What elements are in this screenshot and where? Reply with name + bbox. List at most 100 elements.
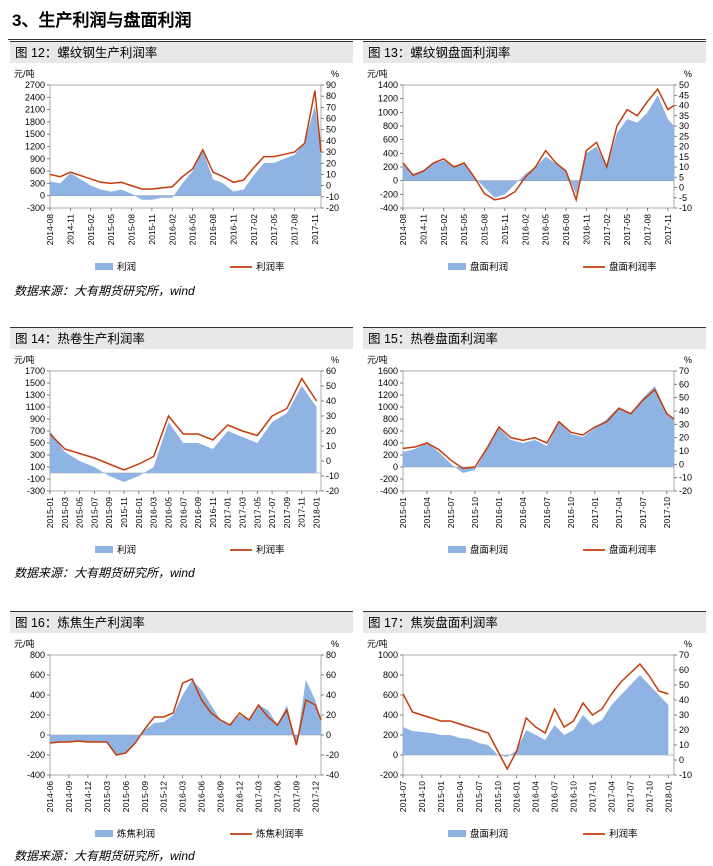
chart-title: 图 13：螺纹钢盘面利润率 bbox=[363, 41, 706, 63]
left-tick-label: 300 bbox=[30, 450, 45, 460]
chart-title: 图 14：热卷生产利润率 bbox=[10, 327, 353, 349]
right-tick-label: 30 bbox=[679, 710, 689, 720]
x-tick-label: 2016-01 bbox=[512, 781, 522, 812]
right-tick-label: 10 bbox=[679, 446, 689, 456]
x-tick-label: 2016-03 bbox=[149, 497, 159, 528]
left-tick-label: 1400 bbox=[378, 80, 398, 90]
right-axis-unit: % bbox=[684, 639, 692, 649]
x-tick-label: 2017-05 bbox=[622, 214, 632, 245]
right-tick-label: 50 bbox=[679, 393, 689, 403]
right-tick-label: 70 bbox=[326, 102, 336, 112]
x-tick-label: 2016-04 bbox=[518, 497, 528, 528]
x-tick-label: 2016-08 bbox=[561, 214, 571, 245]
x-tick-label: 2017-03 bbox=[253, 781, 263, 812]
left-tick-label: 800 bbox=[383, 670, 398, 680]
series-line-margin bbox=[402, 388, 675, 470]
left-tick-label: 1500 bbox=[25, 129, 45, 139]
right-tick-label: 80 bbox=[326, 650, 336, 660]
x-tick-label: 2017-11 bbox=[663, 214, 673, 245]
x-tick-label: 2014-10 bbox=[417, 781, 427, 812]
right-tick-label: 0 bbox=[326, 181, 331, 191]
right-tick-label: 10 bbox=[679, 162, 689, 172]
left-tick-label: -300 bbox=[27, 203, 45, 213]
x-tick-label: 2016-09 bbox=[216, 781, 226, 812]
right-tick-label: 70 bbox=[679, 650, 689, 660]
right-tick-label: -20 bbox=[679, 486, 692, 496]
x-tick-label: 2015-07 bbox=[89, 497, 99, 528]
left-tick-label: 2400 bbox=[25, 92, 45, 102]
right-axis-unit: % bbox=[684, 355, 692, 365]
x-tick-label: 2016-10 bbox=[569, 781, 579, 812]
right-axis-unit: % bbox=[331, 639, 339, 649]
right-tick-label: 30 bbox=[326, 147, 336, 157]
x-tick-label: 2016-07 bbox=[550, 781, 560, 812]
x-tick-label: 2017-05 bbox=[252, 497, 262, 528]
section-title: 3、生产利润与盘面利润 bbox=[12, 11, 192, 30]
left-tick-label: 1100 bbox=[26, 402, 45, 412]
data-source-text: 数据来源：大有期货研究所，wind bbox=[14, 566, 195, 580]
left-tick-label: 500 bbox=[30, 438, 45, 448]
right-tick-label: -20 bbox=[326, 203, 339, 213]
right-tick-label: -10 bbox=[679, 473, 692, 483]
left-axis-unit: 元/吨 bbox=[367, 638, 388, 649]
series-area-profit bbox=[403, 675, 669, 757]
right-tick-label: 0 bbox=[679, 459, 684, 469]
left-tick-label: 600 bbox=[383, 690, 398, 700]
x-tick-label: 2016-07 bbox=[178, 497, 188, 528]
x-tick-label: 2015-02 bbox=[439, 214, 449, 245]
left-tick-label: 1800 bbox=[25, 117, 45, 127]
legend-swatch-area bbox=[448, 263, 466, 270]
right-tick-label: 0 bbox=[326, 730, 331, 740]
right-tick-label: -10 bbox=[326, 192, 339, 202]
right-tick-label: 0 bbox=[326, 456, 331, 466]
right-tick-label: 0 bbox=[679, 183, 684, 193]
left-tick-label: 1500 bbox=[25, 378, 45, 388]
left-axis-unit: 元/吨 bbox=[367, 68, 388, 79]
legend-swatch-area bbox=[95, 546, 113, 553]
x-tick-label: 2017-04 bbox=[606, 781, 616, 812]
x-tick-label: 2017-10 bbox=[644, 781, 654, 812]
x-tick-label: 2014-07 bbox=[398, 781, 408, 812]
left-axis-unit: 元/吨 bbox=[14, 354, 35, 365]
legend-label-area: 利润 bbox=[117, 544, 136, 556]
left-tick-label: -300 bbox=[27, 486, 45, 496]
x-tick-label: 2015-03 bbox=[60, 497, 70, 528]
x-tick-label: 2017-07 bbox=[625, 781, 635, 812]
panel-fig13: 图 13：螺纹钢盘面利润率 元/吨% 1400 1200 1000 800 600 400 2… bbox=[363, 41, 706, 281]
right-tick-label: -10 bbox=[679, 203, 692, 213]
right-tick-label: 40 bbox=[679, 101, 689, 111]
left-tick-label: 100 bbox=[30, 462, 45, 472]
left-tick-label: 600 bbox=[383, 135, 398, 145]
left-tick-label: 1300 bbox=[25, 390, 45, 400]
right-tick-label: 60 bbox=[326, 670, 336, 680]
x-tick-label: 2017-12 bbox=[310, 781, 320, 812]
x-tick-label: 2015-08 bbox=[480, 214, 490, 245]
left-tick-label: 1200 bbox=[25, 142, 45, 152]
left-tick-label: 1600 bbox=[378, 366, 398, 376]
right-tick-label: 5 bbox=[679, 172, 684, 182]
left-tick-label: 200 bbox=[30, 710, 45, 720]
chart-title: 图 15：热卷盘面利润率 bbox=[363, 327, 706, 349]
x-tick-label: 2016-05 bbox=[163, 497, 173, 528]
x-tick-label: 2017-09 bbox=[282, 497, 292, 528]
right-tick-label: 20 bbox=[679, 725, 689, 735]
x-tick-label: 2015-06 bbox=[121, 781, 131, 812]
right-tick-label: 70 bbox=[679, 366, 689, 376]
right-tick-label: 40 bbox=[326, 396, 336, 406]
x-tick-label: 2016-05 bbox=[188, 214, 198, 245]
left-tick-label: 200 bbox=[383, 450, 398, 460]
x-tick-label: 2015-10 bbox=[470, 497, 480, 528]
left-tick-label: 600 bbox=[383, 426, 398, 436]
x-tick-label: 2016-01 bbox=[134, 497, 144, 528]
x-tick-label: 2017-10 bbox=[662, 497, 672, 528]
right-tick-label: 50 bbox=[326, 381, 336, 391]
x-tick-label: 2018-01 bbox=[663, 781, 673, 812]
left-tick-label: 400 bbox=[383, 438, 398, 448]
right-tick-label: 10 bbox=[326, 441, 336, 451]
left-tick-label: 900 bbox=[30, 414, 45, 424]
panel-fig17: 图 17：焦炭盘面利润率 元/吨% 1000 800 600 400 200 0 -200 70… bbox=[363, 611, 706, 847]
x-tick-label: 2015-01 bbox=[45, 497, 55, 528]
left-tick-label: 0 bbox=[40, 191, 45, 201]
legend-label-area: 炼焦利润 bbox=[117, 828, 155, 840]
right-tick-label: -20 bbox=[326, 750, 339, 760]
